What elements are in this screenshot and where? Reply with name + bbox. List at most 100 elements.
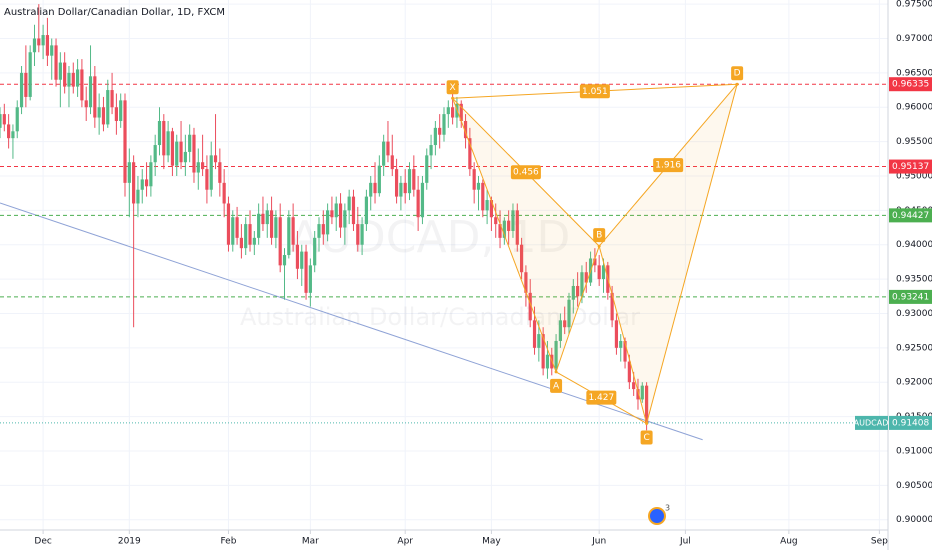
- x-tick-label: Jun: [591, 537, 606, 547]
- candle-body: [84, 100, 88, 108]
- candle-body: [412, 169, 416, 190]
- candle-body: [390, 155, 394, 170]
- candle-body: [304, 251, 308, 293]
- ratio-label: 1.051: [582, 87, 608, 97]
- candle-body: [330, 210, 334, 218]
- candle-body: [463, 120, 468, 139]
- candle-body: [394, 169, 399, 197]
- candle-body: [645, 385, 649, 423]
- candle-body: [597, 265, 601, 280]
- candle-body: [132, 162, 136, 204]
- point-label-box: [446, 80, 459, 95]
- candle-body: [192, 134, 196, 173]
- candle-body: [235, 217, 239, 238]
- candle-body: [576, 285, 580, 297]
- y-tick-label: 0.91000: [896, 446, 932, 456]
- level-label-box: [889, 208, 932, 223]
- candle-body: [489, 200, 494, 218]
- candle-body: [451, 107, 455, 118]
- candle-body: [429, 145, 433, 156]
- ratio-box: [510, 165, 541, 180]
- candle-body: [222, 182, 226, 204]
- watermark-description: Australian Dollar/Canadian Dollar: [240, 303, 640, 331]
- candle-body: [601, 265, 606, 280]
- candle-body: [360, 224, 364, 245]
- y-tick-label: 0.97000: [896, 34, 932, 44]
- x-tick-label: Mar: [302, 537, 319, 547]
- y-tick-label: 0.92000: [896, 378, 932, 388]
- candle-body: [274, 217, 278, 238]
- candle-body: [545, 354, 550, 369]
- candle-body: [326, 210, 330, 235]
- level-label: 0.96335: [892, 80, 929, 90]
- candle-body: [41, 35, 45, 46]
- y-tick-label: 0.95500: [896, 137, 932, 147]
- candle-body: [63, 62, 67, 87]
- level-label-box: [889, 159, 932, 174]
- candle-body: [614, 320, 619, 348]
- candle-body: [88, 76, 93, 108]
- candle-body: [127, 162, 131, 183]
- candle-body: [338, 203, 343, 228]
- pattern-point: [597, 244, 601, 248]
- event-badge: [648, 507, 666, 525]
- candle-body: [632, 382, 636, 390]
- candle-body: [442, 114, 446, 135]
- candle-body: [123, 100, 127, 183]
- candle-body: [351, 196, 356, 225]
- candle-body: [67, 72, 71, 87]
- candle-body: [201, 162, 205, 170]
- candle-body: [476, 182, 481, 190]
- candle-body: [291, 217, 295, 245]
- candle-body: [295, 244, 300, 269]
- candle-body: [334, 203, 338, 218]
- last-price-name-box: [855, 415, 888, 430]
- candle-body: [11, 131, 15, 139]
- candle-body: [356, 224, 360, 245]
- candle-body: [532, 320, 537, 348]
- candle-body: [19, 72, 24, 108]
- point-label-box: [593, 228, 606, 243]
- candle-body: [7, 124, 11, 139]
- x-tick-label: May: [482, 537, 501, 547]
- pattern-line: [598, 245, 648, 424]
- y-tick-label: 0.93000: [896, 309, 932, 319]
- candle-body: [541, 334, 545, 369]
- x-tick-label: Jul: [679, 537, 691, 547]
- candle-body: [507, 220, 511, 231]
- candle-body: [162, 120, 166, 156]
- candle-body: [425, 155, 429, 183]
- candle-body: [196, 162, 200, 173]
- candle-body: [119, 100, 123, 121]
- level-label: 0.94427: [892, 211, 929, 221]
- candle-body: [231, 217, 235, 245]
- point-label: B: [596, 231, 602, 241]
- candle-body: [261, 213, 265, 225]
- candle-body: [459, 103, 463, 121]
- candle-body: [584, 272, 588, 283]
- pattern-fill: [452, 98, 600, 372]
- candle-body: [106, 90, 110, 125]
- pattern-point: [735, 82, 739, 86]
- x-tick-label: Apr: [397, 537, 413, 547]
- y-tick-label: 0.94000: [896, 240, 932, 250]
- candle-body: [32, 38, 37, 53]
- candle-body: [213, 155, 218, 163]
- pattern-point: [554, 370, 558, 374]
- ratio-box: [579, 84, 610, 99]
- candle-body: [269, 210, 274, 238]
- candle-body: [446, 107, 450, 115]
- ratio-box: [586, 390, 617, 405]
- candle-body: [524, 272, 528, 293]
- y-tick-label: 0.90500: [896, 481, 932, 491]
- candle-body: [80, 69, 84, 101]
- point-label: A: [553, 381, 560, 391]
- candle-body: [472, 169, 476, 190]
- candle-body: [610, 292, 614, 321]
- candle-body: [343, 210, 347, 228]
- candle-body: [110, 90, 114, 108]
- candle-body: [494, 217, 498, 225]
- candle-body: [373, 182, 377, 194]
- candle-body: [0, 114, 2, 128]
